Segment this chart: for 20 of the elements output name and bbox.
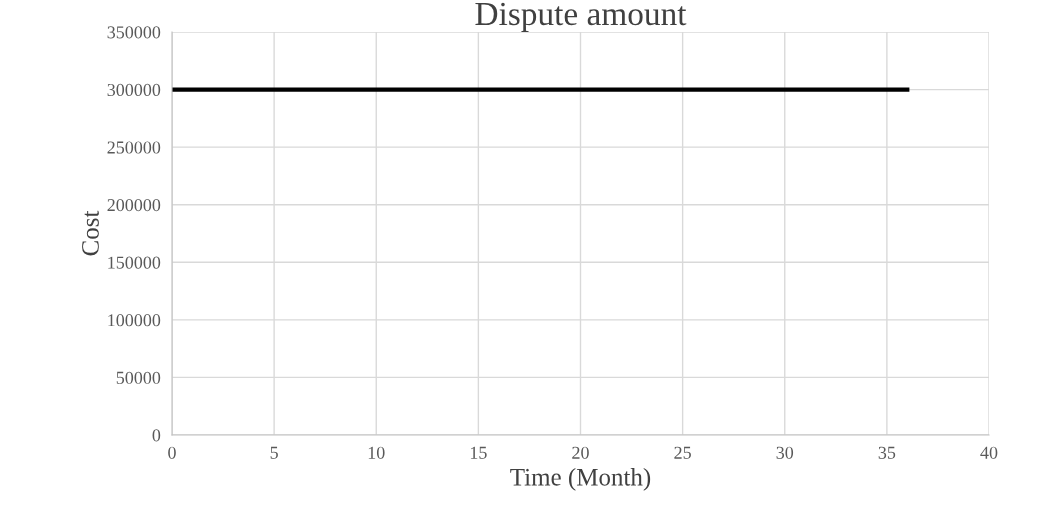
x-tick-label: 5 <box>270 446 278 459</box>
x-tick-label: 25 <box>674 446 691 459</box>
x-axis-title: Time (Month) <box>510 468 651 491</box>
y-tick-label: 150000 <box>108 256 161 269</box>
x-tick-label: 30 <box>776 446 794 459</box>
x-tick-label: 35 <box>878 446 896 459</box>
y-tick-label: 200000 <box>107 198 161 212</box>
x-tick-label: 0 <box>168 446 176 459</box>
x-tick-label: 10 <box>368 446 385 459</box>
x-tick-label: 15 <box>470 446 487 459</box>
y-tick-label: 300000 <box>107 83 161 97</box>
x-tick-label: 40 <box>980 446 998 459</box>
y-tick-label: 350000 <box>107 26 161 39</box>
y-tick-label: 50000 <box>116 371 161 384</box>
x-tick-label: 20 <box>572 446 589 459</box>
chart-title: Dispute amount <box>475 2 687 32</box>
y-tick-label: 250000 <box>107 141 161 154</box>
y-axis-title: Cost <box>82 210 99 256</box>
y-tick-label: 0 <box>152 429 161 442</box>
y-tick-label: 100000 <box>108 314 161 327</box>
